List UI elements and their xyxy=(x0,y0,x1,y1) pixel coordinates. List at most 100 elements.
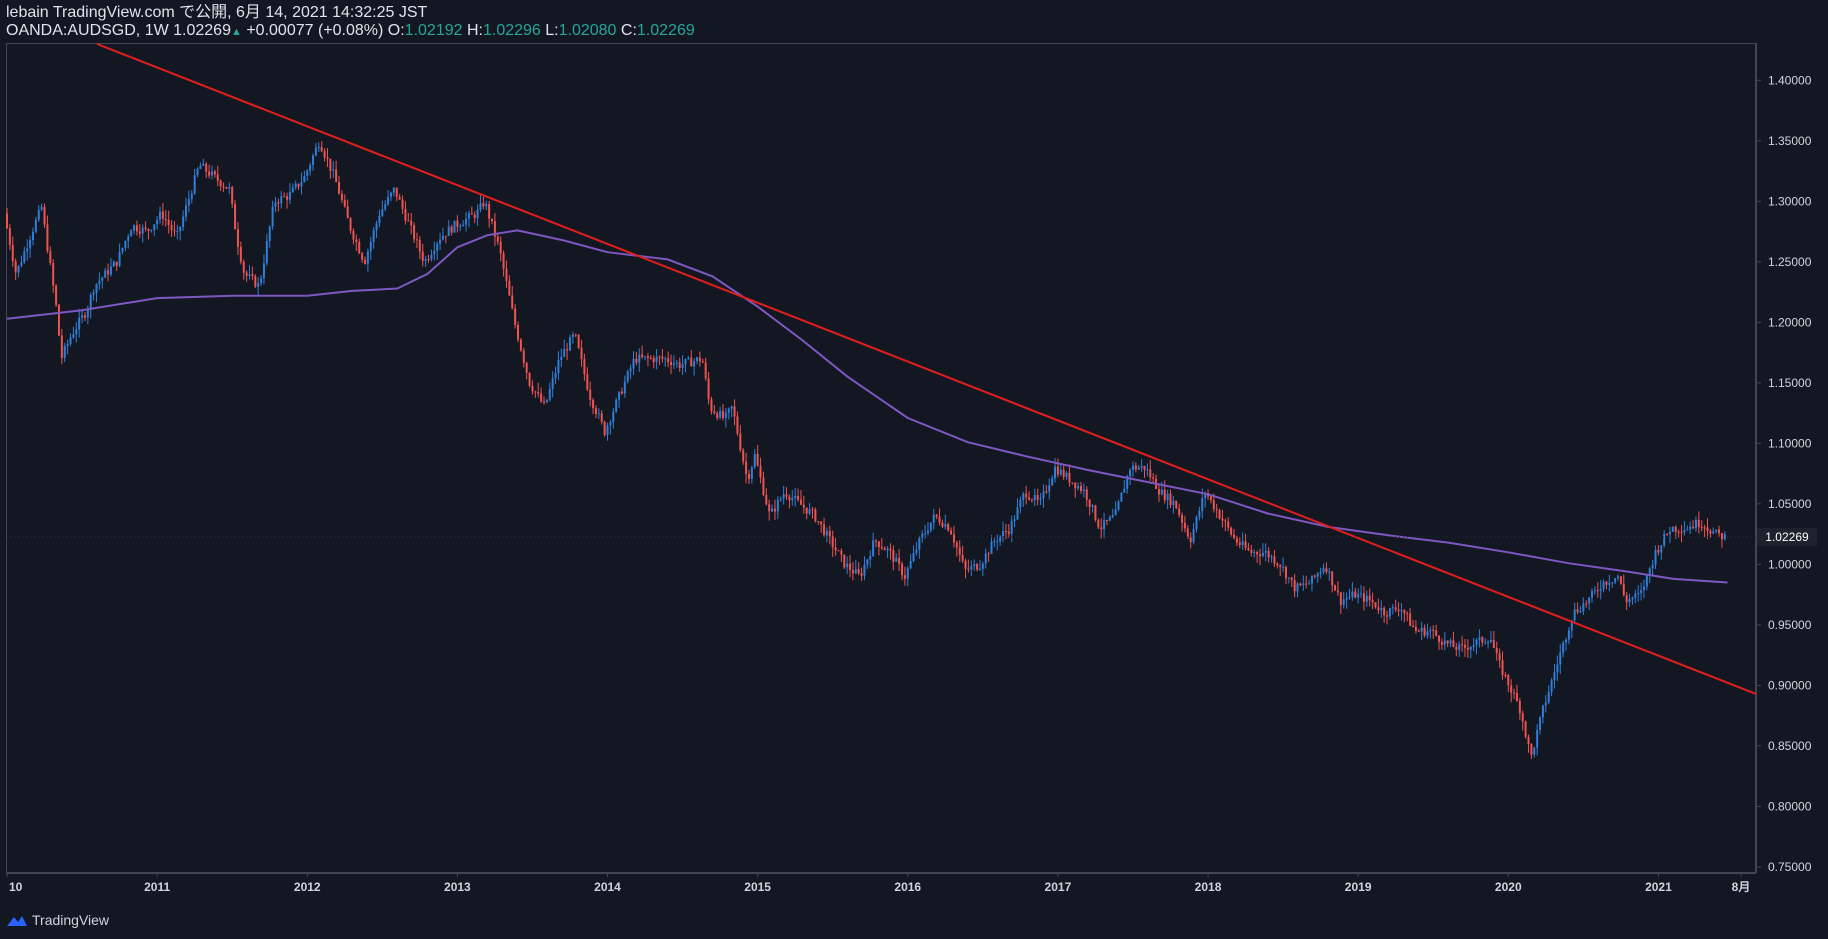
candle-body xyxy=(866,559,869,565)
chart-pane[interactable] xyxy=(6,43,1756,873)
candle-body xyxy=(1267,550,1270,558)
candle-body xyxy=(81,315,84,318)
candle-body xyxy=(1302,583,1305,586)
candle-body xyxy=(551,378,554,389)
candle-body xyxy=(620,391,623,394)
candle-body xyxy=(635,358,638,363)
candle-body xyxy=(771,508,774,512)
candle-body xyxy=(805,507,808,514)
candle-body xyxy=(987,553,990,555)
candle-body xyxy=(747,473,750,479)
candle-body xyxy=(1588,597,1591,604)
candle-body xyxy=(1429,630,1432,632)
candle-body xyxy=(502,253,505,269)
candle-body xyxy=(1345,598,1348,600)
candle-body xyxy=(629,368,632,372)
candle-body xyxy=(820,521,823,525)
candle-body xyxy=(883,548,886,551)
candle-body xyxy=(1149,469,1152,478)
candle-body xyxy=(794,495,797,499)
candle-body xyxy=(83,315,86,318)
candle-body xyxy=(924,533,927,535)
candle-body xyxy=(592,399,595,409)
candle-body xyxy=(92,292,95,295)
candle-body xyxy=(118,251,121,266)
candle-body xyxy=(413,225,416,240)
candle-body xyxy=(150,230,153,232)
candle-body xyxy=(739,433,742,451)
candle-body xyxy=(349,218,352,231)
candle-body xyxy=(1674,526,1677,532)
candle-body xyxy=(958,547,961,555)
candle-body xyxy=(262,263,265,279)
candle-body xyxy=(961,554,964,561)
candle-body xyxy=(1019,500,1022,508)
candle-body xyxy=(672,363,675,366)
up-arrow-icon: ▲ xyxy=(230,26,242,38)
candle-body xyxy=(1235,538,1238,543)
candle-body xyxy=(788,496,791,501)
candle-body xyxy=(1296,583,1299,592)
candle-body xyxy=(95,284,98,293)
candle-body xyxy=(1541,705,1544,718)
candle-body xyxy=(343,200,346,207)
y-tick-label: 0.90000 xyxy=(1768,678,1812,692)
candle-body xyxy=(909,560,912,569)
x-tick-label: 8月 xyxy=(1732,880,1751,894)
candle-body xyxy=(1700,527,1703,529)
candle-body xyxy=(115,261,118,266)
moving-average-line xyxy=(6,229,1728,584)
candle-body xyxy=(1091,505,1094,507)
candle-body xyxy=(467,213,470,219)
candle-body xyxy=(1103,520,1106,530)
candle-body xyxy=(742,450,745,462)
candle-body xyxy=(1157,488,1160,495)
candle-body xyxy=(511,295,514,309)
close-label: C: xyxy=(620,22,637,39)
candle-body xyxy=(1056,466,1059,475)
candle-body xyxy=(1377,607,1380,611)
candle-body xyxy=(996,541,999,543)
candle-body xyxy=(1097,519,1100,528)
candle-body xyxy=(814,509,817,522)
candle-body xyxy=(109,266,112,275)
candle-body xyxy=(173,230,176,232)
candle-body xyxy=(849,563,852,571)
candle-body xyxy=(260,278,263,283)
candle-body xyxy=(846,563,849,568)
candle-body xyxy=(525,362,528,373)
candle-body xyxy=(1605,581,1608,585)
candle-body xyxy=(107,270,110,275)
candle-body xyxy=(652,357,655,363)
candle-body xyxy=(1692,526,1695,529)
candle-body xyxy=(831,536,834,548)
candle-body xyxy=(329,158,332,171)
candle-body xyxy=(430,254,433,260)
candle-body xyxy=(993,541,996,543)
candle-body xyxy=(583,359,586,375)
candle-body xyxy=(606,425,609,435)
candle-body xyxy=(1406,613,1409,615)
candle-body xyxy=(900,563,903,576)
candle-body xyxy=(1042,491,1045,499)
candle-body xyxy=(872,540,875,557)
y-tick-label: 1.15000 xyxy=(1768,376,1812,390)
candle-body xyxy=(964,560,967,569)
candle-body xyxy=(1253,552,1256,554)
candle-body xyxy=(401,199,404,209)
candle-body xyxy=(1403,610,1406,614)
candle-body xyxy=(1484,642,1487,644)
candle-body xyxy=(1463,644,1466,648)
candle-body xyxy=(889,548,892,551)
candle-body xyxy=(696,357,699,362)
candle-body xyxy=(254,276,257,287)
candle-body xyxy=(75,329,78,335)
candle-body xyxy=(335,169,338,183)
candle-body xyxy=(286,196,289,200)
brand-name: TradingView xyxy=(32,912,110,928)
y-tick-label: 1.30000 xyxy=(1768,194,1812,208)
candle-body xyxy=(1536,730,1539,748)
candle-body xyxy=(976,564,979,570)
candle-body xyxy=(1146,469,1149,471)
